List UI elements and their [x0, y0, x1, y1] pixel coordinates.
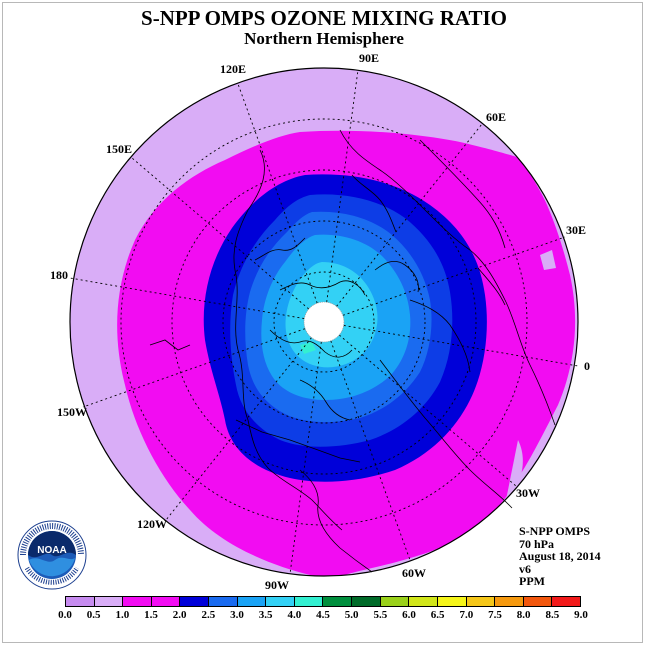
polar-night-no-data [303, 301, 345, 343]
colorbar-tick-label: 5.0 [344, 609, 359, 621]
colorbar-segment [495, 597, 524, 606]
units-label: PPM [519, 574, 545, 588]
lon-label-30e: 30E [566, 223, 587, 237]
colorbar-tick-label: 1.0 [115, 609, 130, 621]
lon-label-150w: 150W [57, 405, 87, 419]
colorbar-segment [180, 597, 210, 606]
colorbar-segment [294, 597, 324, 606]
colorbar-tick-label: 1.5 [144, 609, 158, 621]
lon-label-90e: 90E [359, 51, 380, 65]
pressure-label: 70 hPa [519, 536, 555, 551]
colorbar-ticks: 0.0 0.5 1.0 1.5 2.0 2.5 3.0 3.5 4.0 4.5 5.0 5.5 6.0 6… [52, 609, 594, 623]
colorbar-segment [352, 597, 381, 606]
colorbar-tick-label: 8.5 [545, 609, 560, 621]
colorbar-tick-label: 0.0 [58, 609, 72, 621]
colorbar-segment [323, 597, 353, 606]
colorbar-tick-label: 4.5 [316, 609, 330, 621]
coastlines [149, 129, 556, 573]
date-label: August 18, 2014 [519, 549, 601, 563]
colorbar-tick-label: 9.0 [574, 609, 588, 621]
colorbar-segment [409, 597, 438, 606]
map-title: S-NPP OMPS OZONE MIXING RATIO [141, 6, 507, 30]
colorbar-tick-label: 7.5 [488, 609, 502, 621]
colorbar [65, 596, 581, 607]
logo-text: NOAA [37, 545, 66, 556]
colorbar-tick-label: 7.0 [459, 609, 474, 621]
colorbar-segment [151, 597, 181, 606]
colorbar-tick-label: 4.0 [287, 609, 302, 621]
version-label: v6 [519, 561, 531, 576]
contour-4-0 [300, 342, 316, 354]
colorbar-segment [94, 597, 124, 606]
colorbar-segment [437, 597, 467, 606]
colorbar-segment [523, 597, 553, 606]
colorbar-tick-label: 6.5 [430, 609, 445, 621]
lon-label-120e: 120E [220, 62, 247, 76]
map-subtitle: Northern Hemisphere [244, 29, 404, 48]
metadata-block: S-NPP OMPS 70 hPa August 18, 2014 v6 PPM [519, 525, 601, 588]
colorbar-segment [552, 597, 580, 606]
lon-label-120w: 120W [137, 517, 167, 531]
graticule [69, 69, 579, 575]
colorbar-tick-label: 0.5 [86, 609, 101, 621]
colorbar-segment [66, 597, 95, 606]
colorbar-tick-label: 3.0 [230, 609, 244, 621]
colorbar-tick-label: 3.5 [258, 609, 273, 621]
colorbar-segment [123, 597, 152, 606]
hemisphere-boundary [69, 67, 579, 577]
colorbar-segment [237, 597, 267, 606]
colorbar-segment [380, 597, 410, 606]
lon-label-60w: 60W [402, 566, 426, 580]
image-frame [2, 2, 643, 643]
colorbar-segment [466, 597, 496, 606]
noaa-logo: NOAA [17, 520, 87, 590]
colorbar-segment [209, 597, 238, 606]
colorbar-tick-label: 2.0 [172, 609, 187, 621]
colorbar-segment [266, 597, 295, 606]
lon-label-90w: 90W [265, 578, 289, 592]
lon-label-180: 180 [50, 268, 68, 282]
instrument-label: S-NPP OMPS [519, 524, 590, 538]
lon-label-30w: 30W [516, 486, 540, 500]
colorbar-tick-label: 2.5 [201, 609, 216, 621]
colorbar-tick-label: 6.0 [402, 609, 416, 621]
lon-label-60e: 60E [486, 110, 507, 124]
lon-label-150e: 150E [106, 142, 133, 156]
colorbar-tick-label: 5.5 [373, 609, 388, 621]
lon-label-0: 0 [584, 359, 590, 373]
colorbar-tick-label: 8.0 [516, 609, 531, 621]
